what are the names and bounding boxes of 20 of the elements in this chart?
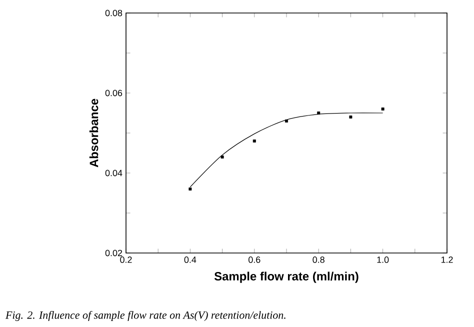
y-tick-label: 0.08 [105,10,122,16]
x-tick-label: 1.0 [377,256,389,263]
x-tick-label: 0.4 [184,256,196,263]
y-axis-title: Absorbance [89,98,98,168]
y-tick-label: 0.04 [105,170,122,176]
x-axis-title: Sample flow rate (ml/min) [214,272,358,283]
point [285,120,288,123]
point [252,140,256,143]
point [220,156,224,159]
text: Fig. 2. Influence of sample flow rate on As(V) retention/elution. [5,310,286,322]
x-tick-label: 0.2 [120,256,132,263]
y-tick-label: 0.06 [105,90,122,96]
point [381,108,384,111]
point [349,116,352,119]
y-tick-label: 0.02 [105,250,122,256]
x-tick-label: 1.2 [441,256,453,263]
point [317,112,320,115]
point [188,188,192,191]
x-tick-label: 0.6 [248,256,260,263]
x-tick-label: 0.8 [312,256,324,263]
